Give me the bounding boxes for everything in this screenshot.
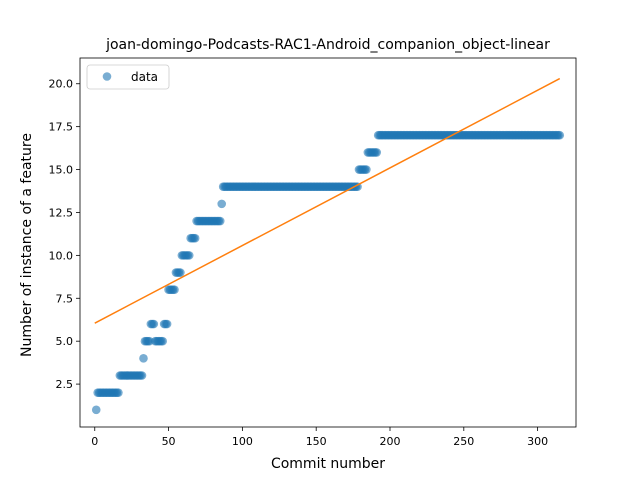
data-point: [158, 336, 167, 346]
data-point: [145, 336, 154, 346]
data-point: [176, 268, 185, 277]
data-point: [149, 319, 159, 329]
chart-title: joan-domingo-Podcasts-RAC1-Android_compa…: [105, 37, 550, 53]
fit-line: [94, 77, 561, 324]
plot-area: [91, 77, 565, 415]
y-tick-label: 17.5: [49, 121, 74, 134]
axes: 0 50 100 150 200 250 300 2.5 5.0 7.5 10.0 12.5 15.0 1…: [49, 57, 577, 448]
x-tick-label: 50: [162, 435, 176, 448]
y-tick-label: 10.0: [49, 249, 74, 262]
x-tick-label: 200: [380, 435, 401, 448]
x-tick-label: 150: [306, 435, 327, 448]
data-point: [190, 233, 200, 243]
legend-box: [86, 64, 170, 90]
legend: data: [86, 64, 170, 90]
x-tick-label: 0: [91, 435, 98, 448]
data-point: [91, 405, 101, 415]
y-tick-label: 2.5: [56, 378, 74, 391]
y-tick-label: 5.0: [56, 335, 74, 348]
data-point: [184, 251, 194, 260]
x-tick-label: 300: [527, 435, 548, 448]
axes-frame: [79, 57, 577, 428]
data-point: [215, 216, 225, 226]
data-point: [362, 165, 371, 174]
y-tick-label: 20.0: [49, 78, 74, 91]
data-point: [137, 371, 147, 380]
data-point: [372, 148, 382, 157]
legend-marker: [102, 72, 112, 81]
data-point: [162, 319, 172, 329]
data-point: [555, 130, 565, 140]
x-tick-label: 250: [453, 435, 474, 448]
data-point: [217, 199, 227, 209]
data-point: [114, 388, 123, 397]
x-axis-label: Commit number: [271, 456, 385, 472]
y-tick-label: 12.5: [49, 206, 74, 219]
data-point: [170, 285, 179, 295]
y-axis-label: Number of instance of a feature: [19, 133, 35, 357]
legend-label: data: [131, 70, 158, 84]
x-tick-label: 100: [232, 435, 253, 448]
y-tick-label: 7.5: [56, 292, 74, 305]
data-point: [139, 354, 148, 363]
y-tick-label: 15.0: [49, 164, 74, 177]
